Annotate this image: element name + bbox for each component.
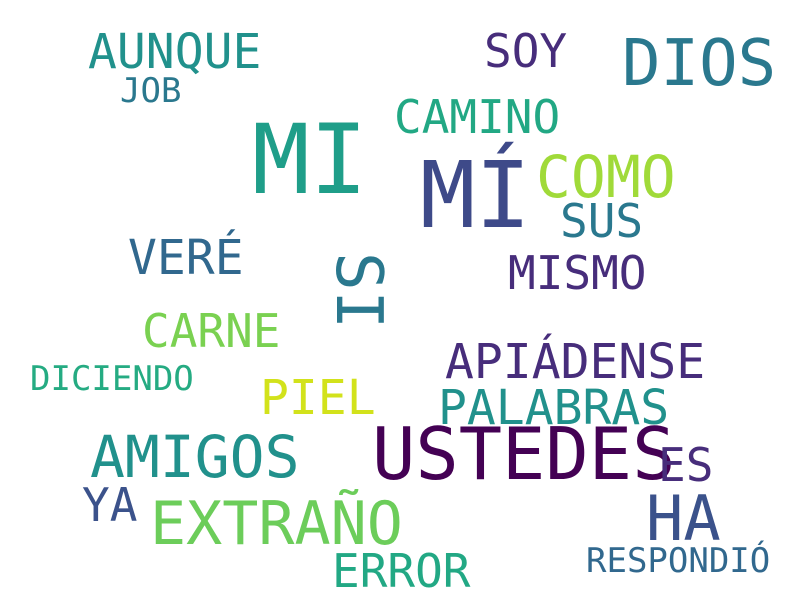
word-mi: MI: [252, 104, 368, 216]
word-job: JOB: [120, 71, 182, 111]
word-sus: SUS: [560, 194, 644, 248]
word-ya: YA: [82, 478, 138, 532]
word-mismo: MISMO: [508, 246, 647, 300]
word-vere: VERÉ: [128, 230, 244, 286]
word-aunque: AUNQUE: [88, 24, 262, 80]
word-ha: HA: [646, 482, 721, 555]
word-carne: CARNE: [142, 304, 281, 358]
word-apiadense: APIÁDENSE: [445, 334, 706, 390]
word-soy: SOY: [484, 24, 568, 78]
word-diciendo: DICIENDO: [30, 359, 194, 399]
word-palabras: PALABRAS: [438, 380, 670, 436]
word-camino: CAMINO: [394, 90, 561, 144]
word-es: ES: [658, 438, 714, 492]
word-si: SI: [321, 252, 395, 330]
word-piel: PIEL: [260, 370, 376, 426]
word-mi-accented: MÍ: [420, 142, 531, 249]
word-extrano: EXTRAÑO: [150, 489, 403, 559]
word-amigos: AMIGOS: [90, 423, 300, 491]
word-como: COMO: [536, 143, 676, 211]
word-respondio: RESPONDIÓ: [586, 541, 771, 581]
word-dios: DIOS: [622, 27, 777, 101]
word-error: ERROR: [332, 544, 471, 598]
word-ustedes: USTEDES: [372, 412, 676, 496]
